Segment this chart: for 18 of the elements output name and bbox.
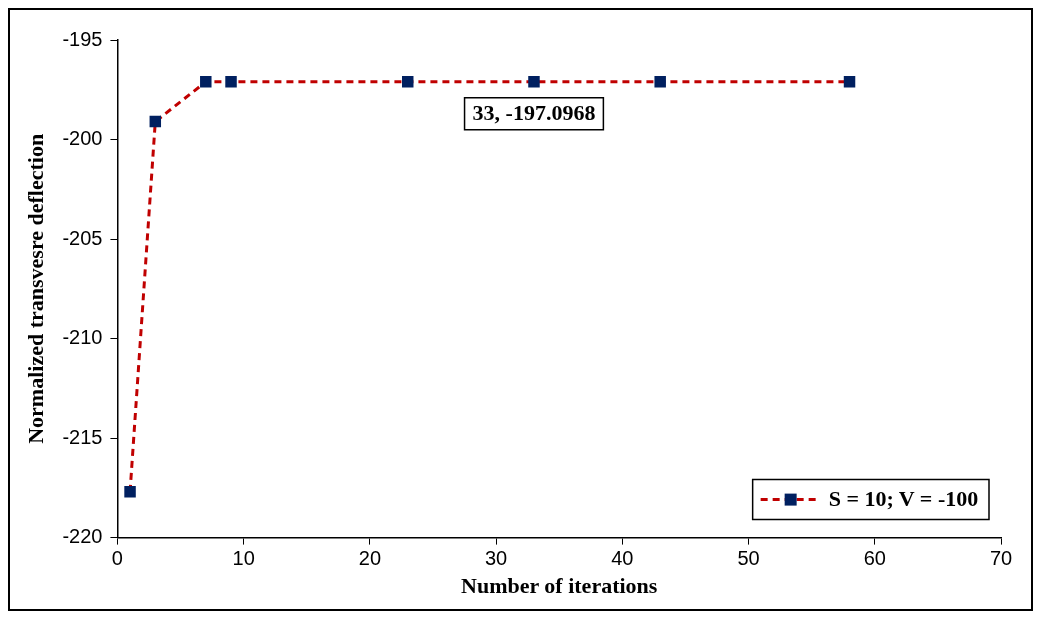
x-axis-title: Number of iterations [461, 573, 658, 599]
y-tick-label: -210 [62, 326, 103, 349]
x-tick-label: 60 [863, 547, 886, 570]
x-tick-label: 50 [737, 547, 760, 570]
y-tick-label: -200 [62, 127, 103, 150]
x-tick-label: 0 [111, 547, 123, 570]
y-tick-label: -220 [62, 525, 103, 548]
x-tick-label: 20 [358, 547, 381, 570]
annotation: 33, -197.0968 [472, 100, 596, 126]
y-tick-label: -205 [62, 226, 103, 249]
y-tick-label: -215 [62, 425, 103, 448]
x-tick-label: 10 [232, 547, 255, 570]
y-tick-label: -195 [62, 27, 103, 50]
x-tick-label: 30 [484, 547, 508, 570]
x-tick-label: 70 [989, 547, 1013, 570]
legend-label: S = 10; V = -100 [828, 486, 979, 512]
x-tick-label: 40 [611, 547, 634, 570]
y-axis-title: Normalized transvesre deflection [22, 133, 48, 444]
